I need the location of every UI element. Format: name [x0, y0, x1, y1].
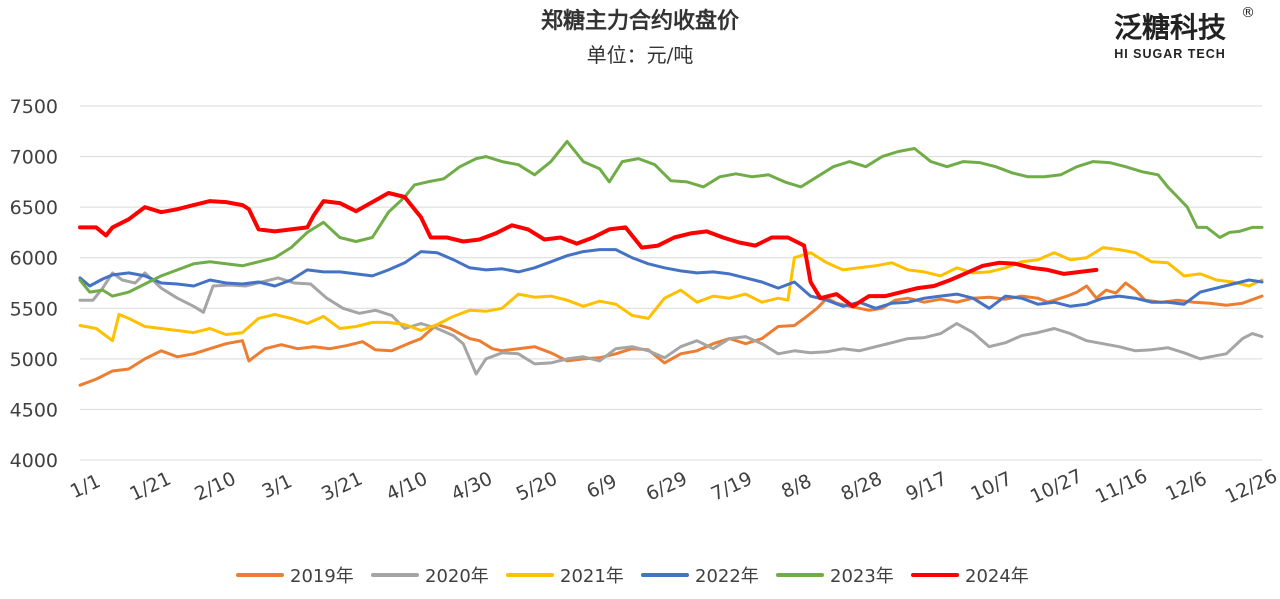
series-line-5	[78, 139, 1264, 298]
x-tick-label: 7/19	[708, 468, 756, 506]
x-tick-label: 6/9	[583, 470, 620, 503]
x-tick: 11/16	[1092, 465, 1151, 508]
legend-label: 2020年	[425, 566, 489, 587]
x-axis-ticks: 1/1 1/21 2/10 3/1 3/21 4/10 4/30 5/20 6/9 6/29 7/1…	[67, 465, 1280, 508]
x-tick: 9/17	[903, 468, 951, 506]
chart-title: 郑糖主力合约收盘价	[541, 8, 740, 34]
x-tick-label: 3/21	[318, 468, 366, 506]
y-tick-label: 7000	[10, 147, 58, 169]
legend-label: 2022年	[695, 566, 759, 587]
x-tick: 3/1	[259, 470, 296, 503]
x-tick-label: 4/30	[448, 468, 496, 506]
brand-name-cn: 泛糖科技	[1114, 11, 1226, 44]
legend-label: 2023年	[830, 566, 894, 587]
x-tick: 6/29	[643, 468, 691, 506]
series-line-2	[78, 271, 1264, 376]
legend-item: 2023年	[776, 566, 894, 587]
x-tick-label: 12/6	[1162, 468, 1210, 506]
series-line-4	[78, 248, 1264, 310]
y-tick-label: 7500	[10, 96, 58, 118]
y-tick-label: 5000	[10, 349, 58, 371]
x-tick-label: 11/16	[1092, 465, 1151, 508]
chart-subtitle: 单位：元/吨	[587, 43, 694, 67]
y-tick-label: 6500	[10, 197, 58, 219]
y-tick-label: 6000	[10, 248, 58, 270]
x-tick: 3/21	[318, 468, 366, 506]
x-tick-label: 1/1	[67, 470, 104, 503]
x-tick: 6/9	[583, 470, 620, 503]
x-tick: 10/27	[1027, 465, 1086, 508]
legend-label: 2024年	[965, 566, 1029, 587]
x-tick: 8/8	[778, 470, 815, 503]
legend-item: 2020年	[371, 566, 489, 587]
x-tick: 12/26	[1222, 465, 1280, 508]
x-tick: 10/7	[967, 468, 1015, 506]
y-tick-label: 4000	[10, 450, 58, 472]
legend-label: 2019年	[290, 566, 354, 587]
x-tick-label: 1/21	[126, 468, 174, 506]
y-tick-label: 5500	[10, 298, 58, 320]
x-tick: 4/30	[448, 468, 496, 506]
x-tick-label: 12/26	[1222, 465, 1280, 508]
legend-item: 2024年	[911, 566, 1029, 587]
y-tick-label: 4500	[10, 399, 58, 421]
x-tick-label: 2/10	[191, 468, 239, 506]
series-lines	[78, 139, 1264, 387]
legend-label: 2021年	[560, 566, 624, 587]
x-tick-label: 3/1	[259, 470, 296, 503]
x-tick-label: 8/28	[838, 468, 886, 506]
x-tick: 5/20	[513, 468, 561, 506]
x-tick: 8/28	[838, 468, 886, 506]
legend: 2019年 2020年 2021年 2022年 2023年 2024年	[236, 566, 1029, 587]
series-line-1	[78, 281, 1264, 387]
x-tick: 4/10	[383, 468, 431, 506]
brand-logo: 泛糖科技 ® HI SUGAR TECH	[1114, 5, 1255, 61]
brand-registered-mark: ®	[1241, 5, 1255, 21]
x-tick: 2/10	[191, 468, 239, 506]
legend-item: 2019年	[236, 566, 354, 587]
x-tick-label: 4/10	[383, 468, 431, 506]
legend-item: 2021年	[506, 566, 624, 587]
brand-name-en: HI SUGAR TECH	[1114, 47, 1226, 61]
y-axis-ticks: 4000 4500 5000 5500 6000 6500 7000 7500	[10, 96, 58, 472]
x-tick-label: 5/20	[513, 468, 561, 506]
x-tick-label: 9/17	[903, 468, 951, 506]
series-line-3	[78, 246, 1264, 343]
x-tick-label: 8/8	[778, 470, 815, 503]
legend-item: 2022年	[641, 566, 759, 587]
x-tick-label: 10/27	[1027, 465, 1086, 508]
x-tick: 12/6	[1162, 468, 1210, 506]
x-tick: 1/21	[126, 468, 174, 506]
x-tick: 7/19	[708, 468, 756, 506]
series-line-6	[78, 191, 1099, 309]
x-tick-label: 10/7	[967, 468, 1015, 506]
x-tick: 1/1	[67, 470, 104, 503]
x-tick-label: 6/29	[643, 468, 691, 506]
